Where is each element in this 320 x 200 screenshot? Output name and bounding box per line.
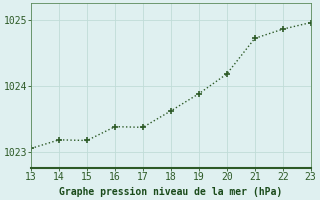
X-axis label: Graphe pression niveau de la mer (hPa): Graphe pression niveau de la mer (hPa) xyxy=(59,186,283,197)
